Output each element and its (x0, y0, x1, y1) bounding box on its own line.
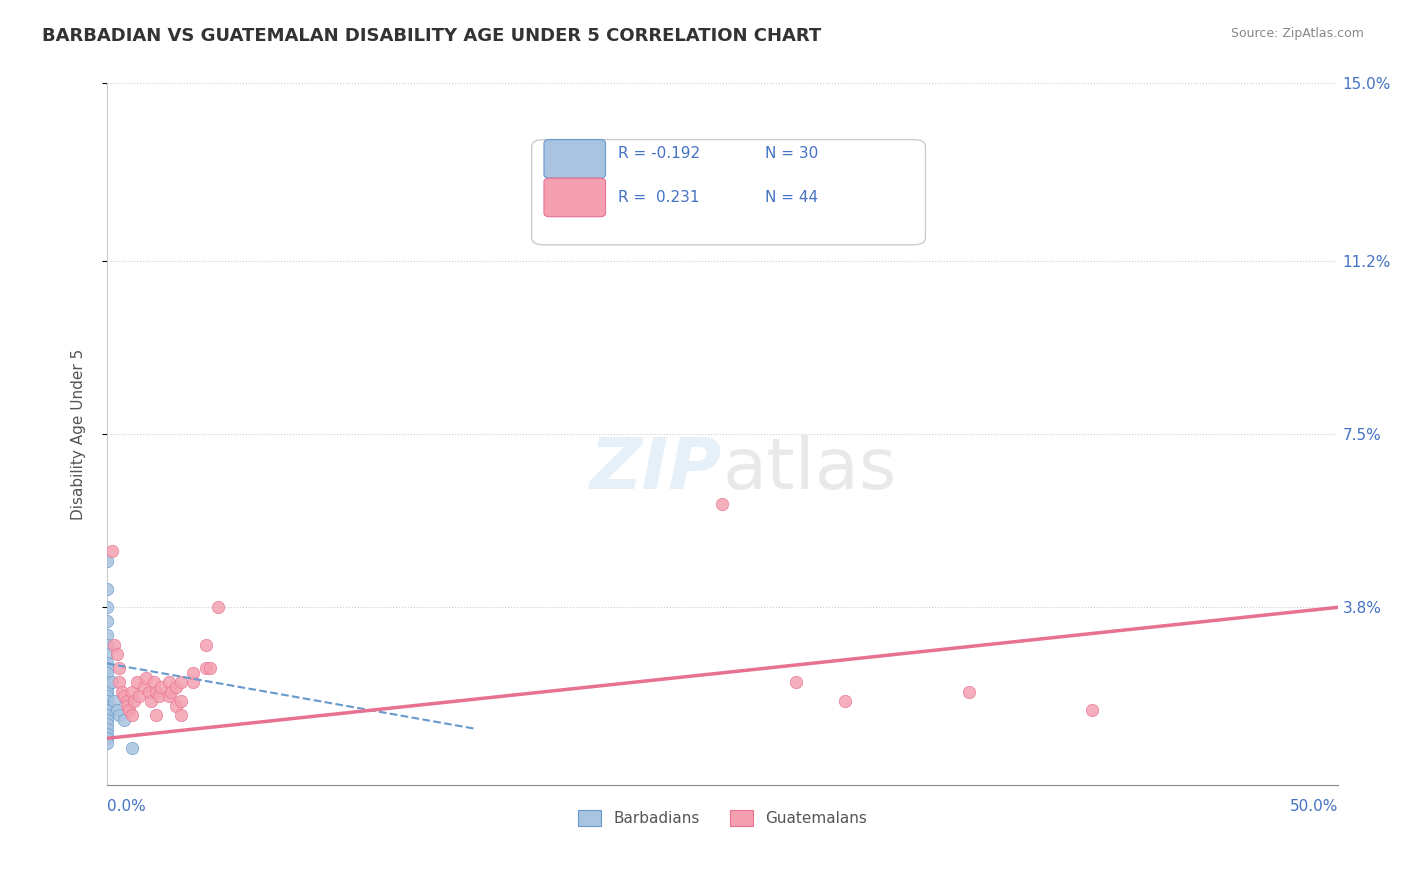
Point (121, 684, 143, 698)
Point (157, 690, 180, 704)
Point (145, 707, 167, 722)
Point (96, 694, 118, 708)
Text: ZIP: ZIP (591, 434, 723, 504)
Point (170, 694, 193, 708)
Point (101, 675, 124, 690)
Point (135, 671, 157, 685)
Point (118, 703, 141, 717)
Point (115, 698, 138, 713)
Point (96, 675, 118, 690)
Text: BARBADIAN VS GUATEMALAN DISABILITY AGE UNDER 5 CORRELATION CHART: BARBADIAN VS GUATEMALAN DISABILITY AGE U… (42, 27, 821, 45)
Point (1080, 703, 1102, 717)
Point (141, 694, 163, 708)
Point (128, 690, 150, 704)
Point (170, 707, 193, 722)
Point (785, 675, 807, 690)
Point (181, 675, 204, 690)
Point (207, 600, 229, 615)
Point (125, 675, 148, 690)
Point (96, 600, 118, 615)
Point (96, 722, 118, 736)
Point (103, 638, 125, 652)
Text: 50.0%: 50.0% (1289, 799, 1337, 814)
Point (157, 675, 180, 690)
Legend: Barbadians, Guatemalans: Barbadians, Guatemalans (571, 802, 875, 834)
Point (96, 657, 118, 671)
Point (122, 694, 145, 708)
Point (148, 690, 170, 704)
Point (115, 694, 138, 708)
Text: N = 30: N = 30 (765, 146, 818, 161)
Point (165, 680, 187, 694)
Point (112, 713, 135, 727)
Point (142, 675, 165, 690)
Text: R =  0.231: R = 0.231 (617, 190, 699, 205)
FancyBboxPatch shape (531, 139, 925, 244)
Point (96, 713, 118, 727)
Point (834, 694, 856, 708)
Point (96, 736, 118, 750)
Text: R = -0.192: R = -0.192 (617, 146, 700, 161)
Point (96, 717, 118, 731)
Point (101, 544, 124, 558)
Point (181, 665, 204, 680)
Point (96, 680, 118, 694)
Point (194, 661, 217, 675)
Point (170, 675, 193, 690)
Y-axis label: Disability Age Under 5: Disability Age Under 5 (72, 349, 86, 520)
Point (138, 684, 160, 698)
Point (165, 698, 187, 713)
Point (96, 647, 118, 661)
Point (112, 690, 135, 704)
Point (96, 703, 118, 717)
Point (121, 707, 143, 722)
Point (96, 553, 118, 567)
Text: N = 44: N = 44 (765, 190, 818, 205)
Text: Source: ZipAtlas.com: Source: ZipAtlas.com (1230, 27, 1364, 40)
Point (96, 731, 118, 746)
Point (96, 698, 118, 713)
Point (686, 169, 709, 184)
Point (96, 638, 118, 652)
Point (145, 684, 167, 698)
FancyBboxPatch shape (544, 178, 606, 217)
Point (111, 684, 134, 698)
Point (121, 740, 143, 755)
FancyBboxPatch shape (544, 139, 606, 178)
Point (103, 694, 125, 708)
Text: atlas: atlas (723, 434, 897, 504)
Text: 0.0%: 0.0% (107, 799, 146, 814)
Point (200, 661, 222, 675)
Point (96, 661, 118, 675)
Point (105, 647, 128, 661)
Point (96, 707, 118, 722)
Point (150, 680, 173, 694)
Point (711, 498, 734, 512)
Point (96, 582, 118, 596)
Point (105, 703, 128, 717)
Point (194, 638, 217, 652)
Point (957, 684, 980, 698)
Point (96, 690, 118, 704)
Point (108, 675, 131, 690)
Point (96, 726, 118, 740)
Point (108, 707, 131, 722)
Point (108, 661, 131, 675)
Point (132, 680, 155, 694)
Point (160, 684, 183, 698)
Point (96, 665, 118, 680)
Point (96, 684, 118, 698)
Point (96, 628, 118, 642)
Point (96, 615, 118, 629)
